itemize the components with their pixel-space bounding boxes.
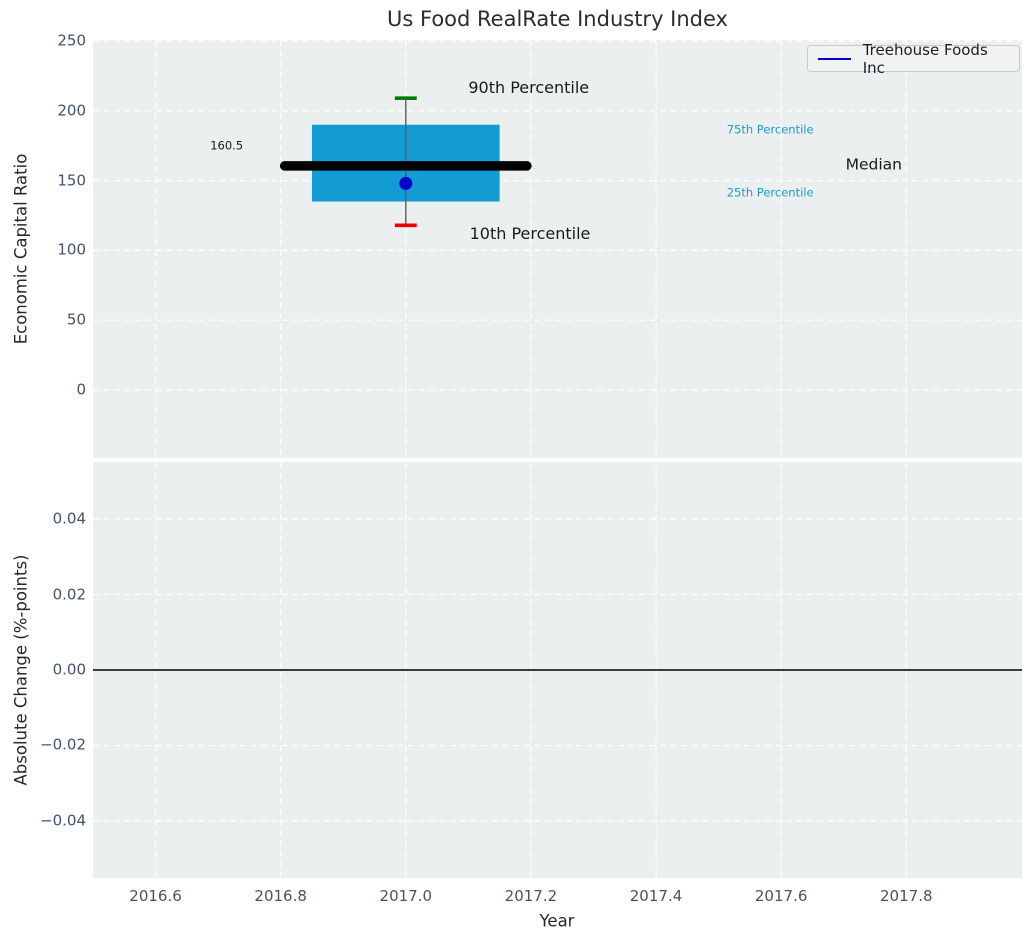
y-tick-label-top: 200 [57, 101, 86, 120]
y-tick-label-bottom: −0.02 [40, 735, 86, 754]
y-tick-label-top: 150 [57, 171, 86, 190]
annotation-p25-label: 25th Percentile [726, 185, 814, 200]
annotation-p90-label: 90th Percentile [468, 78, 590, 98]
x-tick-label: 2017.4 [629, 887, 683, 905]
bottom-axes-background [93, 462, 1022, 878]
y-tick-label-bottom: 0.04 [52, 509, 86, 528]
x-tick-label: 2017.0 [379, 887, 433, 905]
legend-label: Treehouse Foods Inc [862, 40, 988, 77]
x-tick-label: 2017.2 [504, 887, 558, 905]
legend-line-icon [818, 57, 851, 60]
chart-title: Us Food RealRate Industry Index [387, 7, 728, 31]
x-tick-label: 2016.8 [254, 887, 307, 905]
y-tick-label-top: 50 [66, 310, 86, 329]
annotation-median-label: Median [845, 155, 902, 174]
annotation-p75-label: 75th Percentile [726, 122, 814, 137]
y-tick-label-top: 0 [76, 380, 86, 399]
x-axis-label: Year [539, 911, 575, 931]
annotation-median-value: 160.5 [210, 137, 244, 152]
y-tick-label-top: 250 [57, 31, 86, 50]
legend: Treehouse Foods Inc [807, 41, 1020, 77]
x-tick-label: 2016.6 [129, 887, 182, 905]
y-tick-label-bottom: −0.04 [40, 811, 86, 830]
top-axes-background [93, 40, 1022, 458]
y-tick-label-bottom: 0.02 [52, 585, 86, 603]
x-tick-label: 2017.6 [754, 887, 808, 905]
annotation-p10-label: 10th Percentile [469, 223, 591, 243]
x-tick-label: 2017.8 [880, 887, 933, 905]
y-tick-label-top: 100 [57, 240, 86, 259]
y-tick-label-bottom: 0.00 [52, 660, 86, 679]
